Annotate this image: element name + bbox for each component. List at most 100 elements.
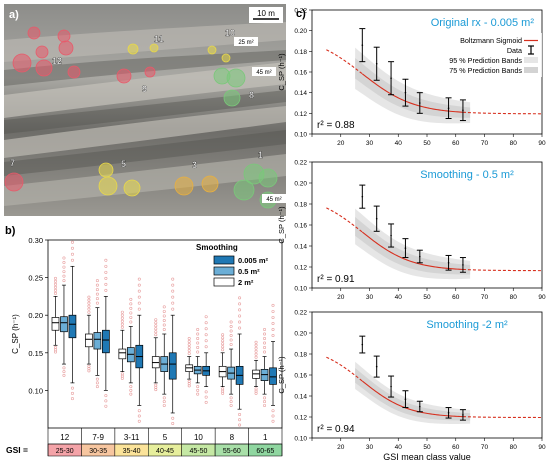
outlier-point [238,418,242,422]
fit-extrapolation [462,416,543,419]
outlier-point [162,400,166,404]
x-tick-label: 40 [395,294,403,301]
outlier-point [254,343,258,347]
x-tick-label: 80 [510,140,518,147]
legend-band [524,57,538,63]
outlier-point [53,285,57,289]
outlier-point [104,258,108,262]
outlier-point [229,403,233,407]
outlier-point [53,350,57,354]
outlier-point [70,397,74,401]
outlier-point [238,326,242,330]
sample-circle [149,43,159,53]
category-label: 1 [263,433,268,442]
x-tick-label: 40 [395,140,403,147]
y-tick-label: 0.18 [294,202,307,209]
sample-circle [57,29,71,43]
y-tick-label: 0.25 [28,274,43,283]
outlier-point [129,385,133,389]
data-point [419,102,421,104]
y-tick-label: 0.10 [294,286,307,293]
outlier-point [104,270,108,274]
y-tick-label: 0.12 [294,265,307,272]
x-tick-label: 60 [452,444,460,451]
x-tick-label: 80 [510,444,518,451]
outlier-point [95,279,99,283]
outlier-point [137,409,141,413]
outlier-point [171,307,175,311]
x-tick-label: 40 [395,444,403,451]
data-point [404,247,407,249]
outlier-point [271,327,275,331]
zone-number: 9 [142,84,147,94]
legend-entry: 95 % Prediction Bands [449,56,522,65]
outlier-point [137,289,141,293]
y-tick-label: 0.10 [28,386,43,395]
y-tick-label: 0.30 [28,236,43,245]
outlier-point [53,279,57,283]
outlier-point [129,297,133,301]
outlier-point [204,345,208,349]
outlier-point [229,320,233,324]
outlier-point [53,282,57,286]
outlier-point [95,385,99,389]
sample-circle [201,175,219,193]
box [68,314,77,339]
data-point [375,217,378,220]
y-tick-label: 0.12 [294,415,307,422]
data-point [390,385,392,388]
shadow-band [4,130,286,176]
gsi-range-label: 25-30 [56,448,74,455]
outlier-point [154,321,158,325]
data-point [390,234,392,237]
data-point [419,255,421,258]
box [118,348,127,360]
outlier-point [271,321,275,325]
outlier-point [238,314,242,318]
outlier-point [238,296,242,300]
outlier-point [238,320,242,324]
zone-number: 1 [258,150,263,160]
outlier-point [221,391,225,395]
legend-bg [426,33,542,77]
outlier-point [187,343,191,347]
x-tick-label: 60 [452,294,460,301]
outlier-point [95,297,99,301]
sample-circle [144,66,156,78]
fit-curve [361,380,463,418]
outlier-point [104,399,108,403]
outlier-point [229,338,233,342]
outlier-point [254,349,258,353]
y-tick-label: 0.14 [294,244,307,251]
outlier-point [95,283,99,287]
outlier-point [221,336,225,340]
y-tick-label: 0.22 [294,160,307,167]
outlier-point [120,376,124,380]
outlier-point [171,289,175,293]
fit-extrapolation [326,207,363,233]
outlier-point [187,337,191,341]
outlier-point [221,339,225,343]
outlier-point [154,330,158,334]
area-tag-box [234,37,258,46]
y-axis-label: C_SP (h⁻¹) [11,314,20,354]
y-axis-label: C_SP (h⁻¹) [277,53,286,91]
outlier-point [70,252,74,256]
sample-circle [4,172,24,192]
sample-circle [67,65,81,79]
data-point [462,264,464,266]
subplot-title: Smoothing - 0.5 m² [420,169,514,181]
outlier-point [271,409,275,413]
outlier-point [129,392,133,396]
sample-circle [258,168,278,188]
x-axis-label: GSI mean class value [383,452,471,462]
y-tick-label: 0.20 [28,311,43,320]
outlier-point [95,301,99,305]
outlier-point [137,419,141,423]
outlier-point [120,310,124,314]
legend-title: Smoothing [196,243,238,252]
x-tick-label: 50 [423,294,431,301]
category-label: 10 [194,433,203,442]
outlier-point [62,265,66,269]
area-tag-box [252,67,276,76]
